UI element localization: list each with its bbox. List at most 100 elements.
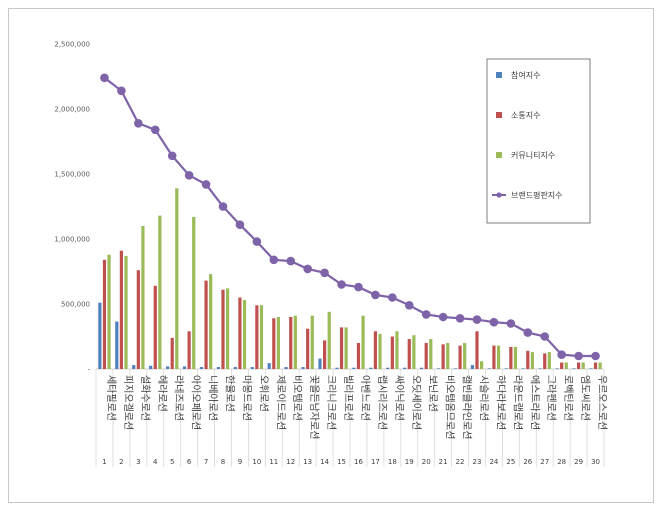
line-point <box>438 312 448 322</box>
line-point <box>371 290 380 300</box>
category-index: 24 <box>489 458 498 466</box>
category-label: 니베아로션 <box>207 375 219 421</box>
category-index: 6 <box>187 458 192 466</box>
legend-label: 브랜드평판지수 <box>511 190 563 200</box>
category-label: 오딧세이로션 <box>410 375 422 430</box>
category-index: 27 <box>540 458 549 466</box>
line-point <box>201 180 211 189</box>
category-label: 엠도씨로션 <box>579 375 591 421</box>
bar-2 <box>306 328 310 369</box>
bar-3 <box>327 311 331 369</box>
bar-1 <box>182 366 187 369</box>
bar-2 <box>204 280 208 369</box>
bar-2 <box>221 289 225 369</box>
bar-3 <box>598 362 602 369</box>
category-label: 로벡틴로션 <box>562 375 574 421</box>
bar-2 <box>407 339 411 369</box>
bar-3 <box>192 216 196 369</box>
bar-2 <box>323 340 327 369</box>
y-tick-label: 2,500,000 <box>54 41 90 49</box>
bar-2 <box>119 250 123 369</box>
category-index: 23 <box>473 458 482 466</box>
bar-3 <box>395 331 399 369</box>
bar-3 <box>513 346 518 369</box>
bar-2 <box>136 270 140 369</box>
category-index: 18 <box>388 458 397 466</box>
category-index: 3 <box>136 458 140 466</box>
bar-3 <box>581 362 585 369</box>
bar-2 <box>102 259 107 369</box>
category-index: 20 <box>422 458 431 466</box>
category-label: 피지오겔로션 <box>122 375 134 430</box>
category-label: 아벤느로션 <box>359 375 371 421</box>
bar-1 <box>538 368 542 369</box>
bar-3 <box>276 317 280 369</box>
line-point <box>303 264 312 274</box>
y-tick-label: - <box>87 366 90 374</box>
bar-1 <box>521 368 525 369</box>
bar-3 <box>310 315 314 369</box>
bar-3 <box>209 274 213 369</box>
legend-swatch <box>496 112 502 118</box>
line-point <box>388 293 397 302</box>
category-index: 19 <box>405 458 414 466</box>
line-point <box>184 171 194 180</box>
category-label: 꽃을든남자로션 <box>308 375 320 439</box>
bar-1 <box>149 365 153 369</box>
bar-3 <box>446 343 450 369</box>
line-point <box>591 351 600 361</box>
bar-1 <box>436 368 441 369</box>
category-index: 10 <box>252 458 261 466</box>
y-tick-label: 2,000,000 <box>54 106 90 114</box>
bar-3 <box>293 315 297 369</box>
bar-3 <box>124 255 128 369</box>
bar-1 <box>284 367 288 369</box>
category-index: 11 <box>269 458 278 466</box>
category-index: 2 <box>119 458 123 466</box>
bar-3 <box>378 333 382 369</box>
line-point <box>218 202 228 211</box>
category-label: 헤라로션 <box>156 375 168 412</box>
bar-2 <box>543 353 547 369</box>
line-point <box>235 220 245 229</box>
axes-layer: - 500,000 1,000,000 1,500,000 2,000,000 2,500… <box>54 41 605 467</box>
bar-2 <box>170 337 174 369</box>
category-label: 아이오페로션 <box>190 375 202 430</box>
category-index: 1 <box>102 458 106 466</box>
category-index: 14 <box>320 458 329 466</box>
category-index: 28 <box>557 458 566 466</box>
bar-3 <box>175 188 179 369</box>
bar-3 <box>344 327 348 369</box>
line-point <box>489 317 499 327</box>
bar-2 <box>153 285 157 369</box>
line-point <box>557 350 566 360</box>
line-point <box>523 328 533 337</box>
bar-2 <box>526 350 530 369</box>
line-point <box>540 332 550 341</box>
bar-1 <box>453 368 458 369</box>
category-label: 제로이드로션 <box>274 375 286 430</box>
category-label: 설화수로션 <box>139 375 151 421</box>
bar-2 <box>390 336 394 369</box>
bar-1 <box>233 367 237 369</box>
category-label: 랩시리즈로션 <box>376 375 388 430</box>
bar-1 <box>216 367 220 369</box>
bar-3 <box>547 352 551 369</box>
category-label: 세타필로션 <box>105 375 117 421</box>
category-label: 그라펜로션 <box>545 375 557 421</box>
bar-2 <box>509 346 513 369</box>
category-label: 오휘로션 <box>257 375 269 412</box>
labels-layer: 세타필로션 1 피지오겔로션 2 설화수로션 3 헤라로션 4 라네즈로션 5 아이오페로션 6 니베아… <box>102 375 608 466</box>
bar-1 <box>166 366 170 369</box>
category-index: 12 <box>286 458 295 466</box>
bar-1 <box>132 365 136 369</box>
line-point <box>574 351 583 361</box>
bar-1 <box>589 368 593 369</box>
line-point <box>286 256 296 266</box>
bar-1 <box>504 368 508 369</box>
line-point <box>252 237 262 246</box>
category-index: 13 <box>303 458 312 466</box>
line-point <box>421 310 431 319</box>
bar-1 <box>487 368 491 369</box>
category-label: 비오템옴므로션 <box>444 375 456 439</box>
